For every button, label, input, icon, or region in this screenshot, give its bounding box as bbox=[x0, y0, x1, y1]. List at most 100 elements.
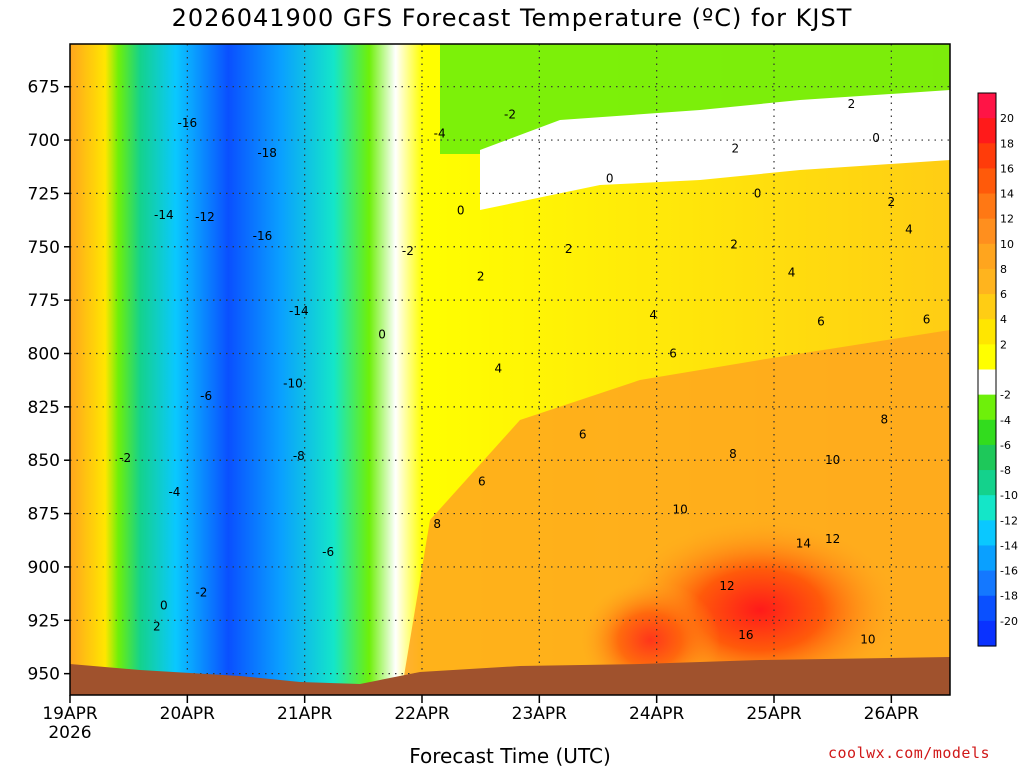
contour-label: 2 bbox=[731, 142, 739, 156]
x-tick-label: 23APR bbox=[512, 704, 568, 724]
colorbar-label: -4 bbox=[1000, 414, 1011, 427]
y-tick-label: 700 bbox=[28, 131, 60, 151]
x-tick-label: 22APR bbox=[394, 704, 450, 724]
chart-title: 2026041900 GFS Forecast Temperature (ºC)… bbox=[171, 4, 853, 32]
contour-label: -6 bbox=[322, 545, 334, 559]
colorbar-swatch bbox=[978, 294, 996, 320]
colorbar-swatch bbox=[978, 419, 996, 446]
contour-label: 8 bbox=[880, 413, 888, 427]
contour-label: -12 bbox=[195, 210, 215, 224]
contour-label: 2 bbox=[888, 195, 896, 209]
contour-label: -10 bbox=[283, 376, 303, 390]
y-tick-label: 750 bbox=[28, 238, 60, 258]
colorbar-swatch bbox=[978, 595, 996, 622]
colorbar-swatch bbox=[978, 193, 996, 220]
contour-label: 10 bbox=[825, 453, 840, 467]
colorbar-label: -20 bbox=[1000, 615, 1018, 628]
x-tick-label: 26APR bbox=[864, 704, 920, 724]
contour-label: 0 bbox=[378, 327, 386, 341]
colorbar-label: 2 bbox=[1000, 338, 1007, 351]
contour-label: 8 bbox=[433, 517, 441, 531]
contour-label: 6 bbox=[817, 314, 825, 328]
contour-label: -2 bbox=[504, 107, 516, 121]
contour-label: 0 bbox=[160, 598, 168, 612]
colorbar-label: -18 bbox=[1000, 590, 1018, 603]
contour-label: -2 bbox=[402, 244, 414, 258]
contour-label: -16 bbox=[253, 229, 273, 243]
credit-link[interactable]: coolwx.com/models bbox=[828, 744, 991, 762]
colorbar-swatch bbox=[978, 520, 996, 547]
colorbar-swatch bbox=[978, 620, 996, 647]
colorbar-swatch bbox=[978, 218, 996, 245]
contour-label: -2 bbox=[119, 451, 131, 465]
colorbar-label: 12 bbox=[1000, 213, 1014, 226]
colorbar-label: -16 bbox=[1000, 565, 1018, 578]
colorbar-label: 8 bbox=[1000, 263, 1007, 276]
contour-label: -18 bbox=[257, 146, 277, 160]
x-tick-label: 24APR bbox=[629, 704, 685, 724]
colorbar-label: -6 bbox=[1000, 439, 1011, 452]
contour-label: 4 bbox=[905, 223, 913, 237]
plot-frame bbox=[69, 43, 951, 696]
colorbar-swatch bbox=[978, 444, 996, 471]
contour-label: 0 bbox=[457, 203, 465, 217]
contour-label: 6 bbox=[478, 475, 486, 489]
x-tick-label: 21APR bbox=[277, 704, 333, 724]
y-tick-label: 900 bbox=[28, 558, 60, 578]
colorbar-label: 20 bbox=[1000, 112, 1014, 125]
colorbar-swatch bbox=[978, 470, 996, 496]
contour-label: 2 bbox=[477, 270, 485, 284]
y-tick-label: 850 bbox=[28, 451, 60, 471]
y-tick-label: 800 bbox=[28, 344, 60, 364]
terrain bbox=[70, 657, 950, 695]
colorbar-label: -12 bbox=[1000, 514, 1018, 527]
contour-label: 12 bbox=[719, 579, 734, 593]
plot-area: -16-18-14 -12-16-14-10-6-8-2-4-60-22-4-4-… bbox=[70, 44, 950, 717]
colorbar-label: -10 bbox=[1000, 489, 1018, 502]
contour-label: 2 bbox=[153, 620, 161, 634]
contour-label: 10 bbox=[860, 633, 875, 647]
contour-label: 16 bbox=[738, 628, 753, 642]
y-tick-label: 775 bbox=[28, 291, 60, 311]
colorbar-label: 6 bbox=[1000, 288, 1007, 301]
colorbar-swatch bbox=[978, 143, 996, 170]
y-tick-label: 875 bbox=[28, 505, 60, 525]
colorbar-swatch bbox=[978, 369, 996, 396]
y-tick-label: 950 bbox=[28, 665, 60, 685]
contour-label: 6 bbox=[923, 312, 931, 326]
contour-label: 6 bbox=[579, 428, 587, 442]
colorbar-swatch bbox=[978, 168, 996, 195]
y-tick-label: 825 bbox=[28, 398, 60, 418]
contour-label: 4 bbox=[649, 308, 657, 322]
y-tick-label: 675 bbox=[28, 78, 60, 98]
contour-label: 0 bbox=[606, 171, 614, 185]
contour-label: -4 bbox=[245, 703, 257, 717]
y-tick-label: 725 bbox=[28, 184, 60, 204]
colorbar-label: 14 bbox=[1000, 188, 1014, 201]
colorbar-swatch bbox=[978, 570, 996, 597]
contour-label: -14 bbox=[154, 208, 174, 222]
contour-label: 14 bbox=[796, 536, 811, 550]
colorbar-swatch bbox=[978, 545, 996, 572]
contour-label: 10 bbox=[672, 502, 687, 516]
upper-white-band bbox=[480, 90, 950, 210]
contour-label: -4 bbox=[168, 485, 180, 499]
contour-label: 0 bbox=[872, 131, 880, 145]
contour-label: 4 bbox=[494, 361, 502, 375]
colorbar-swatch bbox=[978, 344, 996, 371]
contour-label: 0 bbox=[754, 186, 762, 200]
contour-label: 6 bbox=[669, 346, 677, 360]
colorbar-label: 4 bbox=[1000, 313, 1007, 326]
contour-label: 12 bbox=[825, 532, 840, 546]
x-tick-label: 19APR bbox=[42, 704, 98, 724]
contour-label: -2 bbox=[195, 586, 207, 600]
y-tick-label: 925 bbox=[28, 611, 60, 631]
contour-label: 4 bbox=[788, 265, 796, 279]
x-tick-label: 20APR bbox=[160, 704, 216, 724]
colorbar-swatch bbox=[978, 243, 996, 270]
contour-label: -6 bbox=[200, 389, 212, 403]
colorbar-label: 18 bbox=[1000, 137, 1014, 150]
colorbar-label: -8 bbox=[1000, 464, 1011, 477]
contour-label: -4 bbox=[434, 127, 446, 141]
